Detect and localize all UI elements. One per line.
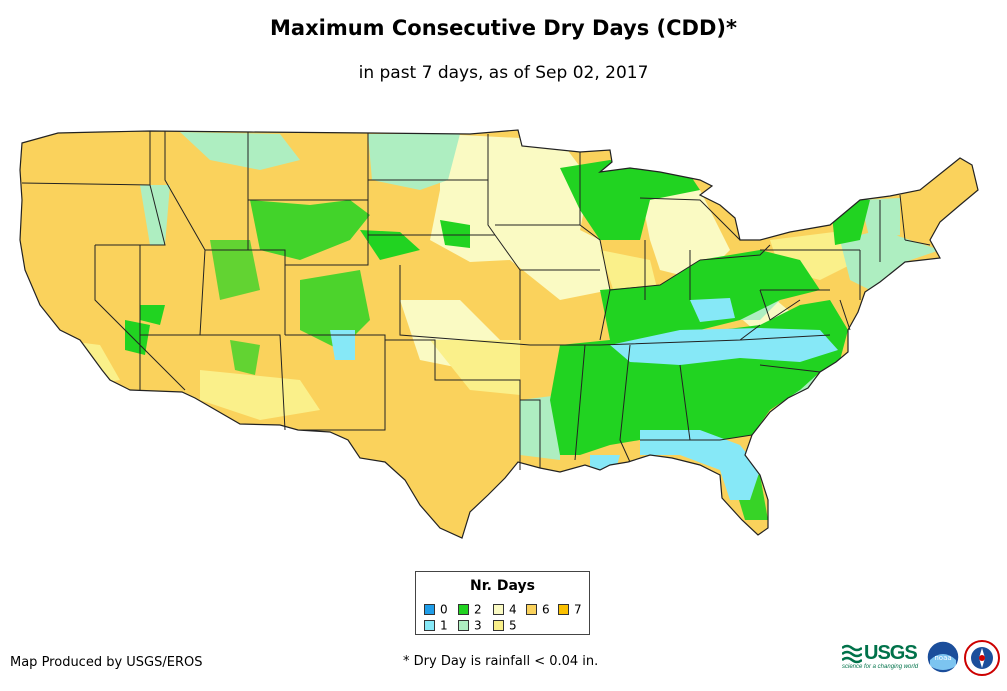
legend-swatch <box>493 604 504 615</box>
legend-swatch <box>558 604 569 615</box>
legend-label: 6 <box>542 602 550 617</box>
map-legend: Nr. Days 0 1 2 3 4 5 6 7 <box>415 571 590 635</box>
state-borders <box>21 131 931 470</box>
legend-item-4: 4 <box>493 603 517 616</box>
legend-item-3: 3 <box>458 619 482 632</box>
legend-title: Nr. Days <box>470 578 535 594</box>
legend-swatch <box>458 620 469 631</box>
legend-swatch <box>424 620 435 631</box>
legend-label: 7 <box>574 602 582 617</box>
legend-label: 4 <box>509 602 517 617</box>
map-credit: Map Produced by USGS/EROS <box>10 655 203 670</box>
usgs-wave-icon <box>842 644 862 664</box>
agency-logos: USGS science for a changing world noaa <box>842 638 1002 678</box>
legend-swatch <box>424 604 435 615</box>
noaa-logo-text: noaa <box>934 654 951 662</box>
usgs-tagline: science for a changing world <box>842 664 919 670</box>
legend-label: 2 <box>474 602 482 617</box>
usgs-logo: USGS <box>864 642 918 664</box>
legend-swatch <box>493 620 504 631</box>
nws-logo-icon <box>964 640 1000 676</box>
legend-label: 1 <box>440 618 448 633</box>
legend-item-0: 0 <box>424 603 448 616</box>
legend-label: 3 <box>474 618 482 633</box>
legend-label: 5 <box>509 618 517 633</box>
legend-item-7: 7 <box>558 603 582 616</box>
legend-item-2: 2 <box>458 603 482 616</box>
map-title: Maximum Consecutive Dry Days (CDD)* <box>270 16 737 40</box>
legend-label: 0 <box>440 602 448 617</box>
legend-item-6: 6 <box>526 603 550 616</box>
legend-item-1: 1 <box>424 619 448 632</box>
legend-swatch <box>526 604 537 615</box>
map-subtitle: in past 7 days, as of Sep 02, 2017 <box>358 63 649 83</box>
legend-item-5: 5 <box>493 619 517 632</box>
noaa-logo-icon: noaa <box>926 640 960 674</box>
dry-day-footnote: * Dry Day is rainfall < 0.04 in. <box>403 654 599 669</box>
legend-swatch <box>458 604 469 615</box>
